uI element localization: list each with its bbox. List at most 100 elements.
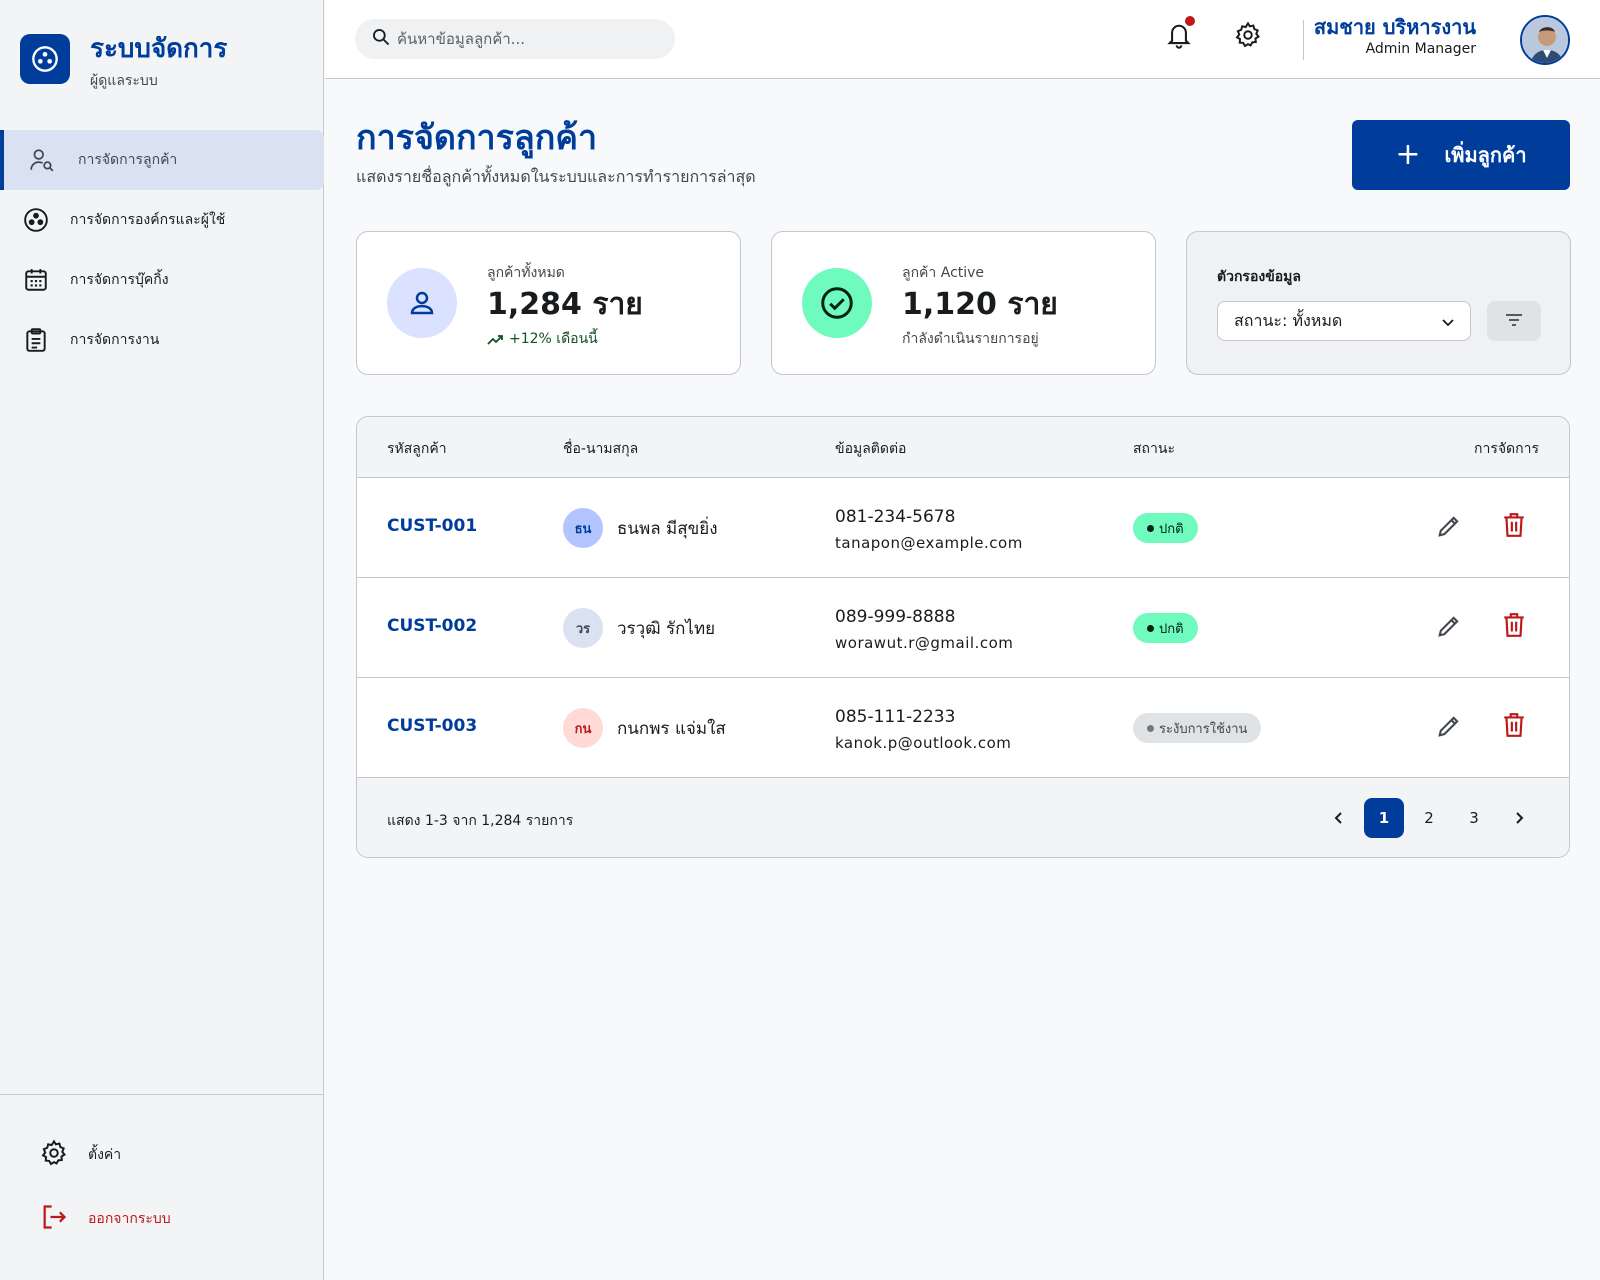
column-header-id: รหัสลูกค้า [387,441,447,457]
filter-options-button[interactable] [1487,301,1541,341]
brand-logo-icon [20,34,70,84]
user-role: Admin Manager [1365,41,1476,57]
customer-name: วรวุฒิ รักไทย [617,618,716,639]
status-filter-value: สถานะ: ทั้งหมด [1234,310,1343,330]
status-badge: ปกติ [1133,613,1198,643]
customer-id[interactable]: CUST-003 [387,716,478,736]
customer-name-cell: วร วรวุฒิ รักไทย [563,608,715,648]
status-cell: ปกติ [1133,513,1198,543]
stat-value: 1,120 ราย [902,287,1058,322]
settings-label: ตั้งค่า [88,1147,122,1163]
chevron-right-icon [1516,812,1524,824]
clipboard-icon [22,326,50,354]
trend-up-icon [487,333,503,345]
customer-name: กนกพร แจ่มใส [617,718,726,739]
delete-button[interactable] [1501,510,1527,544]
prev-page-button[interactable] [1319,798,1359,838]
edit-button[interactable] [1435,712,1463,744]
contact-cell: 085-111-2233 kanok.p@outlook.com [835,706,1011,752]
logout-icon [40,1203,68,1235]
table-row: CUST-002 วร วรวุฒิ รักไทย 089-999-8888 w… [357,578,1569,678]
filter-card: ตัวกรองข้อมูล สถานะ: ทั้งหมด [1186,231,1571,375]
status-text: ปกติ [1159,521,1184,537]
top-bar: สมชาย บริหารงาน Admin Manager [325,0,1600,79]
logout-button[interactable]: ออกจากระบบ [0,1187,324,1251]
notifications-button[interactable] [1165,16,1195,50]
table-footer: แสดง 1-3 จาก 1,284 รายการ 1 2 3 [357,778,1569,857]
status-text: ระงับการใช้งาน [1159,721,1248,737]
sidebar: ระบบจัดการ ผู้ดูแลระบบ การจัดการลูกค้า ก… [0,0,324,1280]
search-input[interactable] [397,30,667,48]
stat-card-total: ลูกค้าทั้งหมด 1,284 ราย +12% เดือนนี้ [356,231,741,375]
plus-icon: + [1395,137,1421,172]
delete-button[interactable] [1501,610,1527,644]
delete-button[interactable] [1501,710,1527,744]
status-filter-select[interactable]: สถานะ: ทั้งหมด [1217,301,1471,341]
stat-label: ลูกค้า Active [902,265,985,281]
page-button-1[interactable]: 1 [1364,798,1404,838]
gear-icon [40,1139,68,1171]
add-customer-label: เพิ่มลูกค้า [1444,143,1527,167]
trash-icon [1504,713,1524,737]
stat-note: กำลังดำเนินรายการอยู่ [902,331,1039,347]
gear-icon [1234,21,1262,53]
customer-name-cell: ธน ธนพล มีสุขยิ่ง [563,508,718,548]
sidebar-item-organizations[interactable]: การจัดการองค์กรและผู้ใช้ [0,190,324,250]
column-header-name: ชื่อ-นามสกุล [563,441,639,457]
user-info[interactable]: สมชาย บริหารงาน Admin Manager [1314,14,1476,58]
sidebar-item-label: การจัดการบุ๊คกิ้ง [70,272,169,288]
logout-label: ออกจากระบบ [88,1211,171,1227]
table-row: CUST-003 กน กนกพร แจ่มใส 085-111-2233 ka… [357,678,1569,778]
sidebar-settings-button[interactable]: ตั้งค่า [0,1123,324,1187]
chevron-down-icon [1440,314,1456,334]
page-button-3[interactable]: 3 [1469,809,1479,827]
email: kanok.p@outlook.com [835,734,1012,752]
customer-name: ธนพล มีสุขยิ่ง [617,518,718,539]
brand-subtitle: ผู้ดูแลระบบ [90,73,158,89]
trash-icon [1504,513,1524,537]
stat-card-active: ลูกค้า Active 1,120 ราย กำลังดำเนินรายกา… [771,231,1156,375]
settings-button[interactable] [1234,21,1262,53]
edit-button[interactable] [1435,512,1463,544]
status-cell: ระงับการใช้งาน [1133,713,1262,743]
org-icon [22,206,50,234]
brand: ระบบจัดการ ผู้ดูแลระบบ [20,34,227,92]
status-badge: ระงับการใช้งาน [1133,713,1262,743]
edit-button[interactable] [1435,612,1463,644]
page-subtitle: แสดงรายชื่อลูกค้าทั้งหมดในระบบและการทำรา… [356,167,756,186]
next-page-button[interactable] [1499,798,1539,838]
contact-cell: 089-999-8888 worawut.r@gmail.com [835,606,1013,652]
avatar: กน [563,708,603,748]
customer-id[interactable]: CUST-002 [387,616,478,636]
user-name: สมชาย บริหารงาน [1313,15,1476,39]
page-button-2[interactable]: 2 [1424,809,1434,827]
customer-table: รหัสลูกค้า ชื่อ-นามสกุล ข้อมูลติดต่อ สถา… [356,416,1570,858]
status-cell: ปกติ [1133,613,1198,643]
trash-icon [1504,613,1524,637]
check-circle-icon [802,268,872,338]
column-header-contact: ข้อมูลติดต่อ [835,441,907,457]
sidebar-item-customers[interactable]: การจัดการลูกค้า [0,130,324,190]
sidebar-item-tasks[interactable]: การจัดการงาน [0,310,324,370]
contact-cell: 081-234-5678 tanapon@example.com [835,506,1023,552]
stat-note: +12% เดือนนี้ [509,331,598,347]
add-customer-button[interactable]: + เพิ่มลูกค้า [1352,120,1570,190]
customer-name-cell: กน กนกพร แจ่มใส [563,708,726,748]
email: worawut.r@gmail.com [835,634,1014,652]
header-divider [1303,20,1304,60]
status-text: ปกติ [1159,621,1184,637]
brand-title: ระบบจัดการ [90,34,228,64]
sidebar-bottom: ตั้งค่า ออกจากระบบ [0,1094,324,1251]
pagination: 1 2 3 [1314,798,1539,838]
column-header-status: สถานะ [1133,441,1175,457]
sidebar-item-label: การจัดการลูกค้า [78,152,178,168]
stat-label: ลูกค้าทั้งหมด [487,265,565,281]
customer-id[interactable]: CUST-001 [387,516,478,536]
phone: 089-999-8888 [835,607,956,627]
sidebar-item-bookings[interactable]: การจัดการบุ๊คกิ้ง [0,250,324,310]
avatar[interactable] [1520,15,1570,65]
pencil-icon [1438,616,1459,637]
email: tanapon@example.com [835,534,1023,552]
filter-title: ตัวกรองข้อมูล [1217,269,1301,285]
table-row: CUST-001 ธน ธนพล มีสุขยิ่ง 081-234-5678 … [357,478,1569,578]
